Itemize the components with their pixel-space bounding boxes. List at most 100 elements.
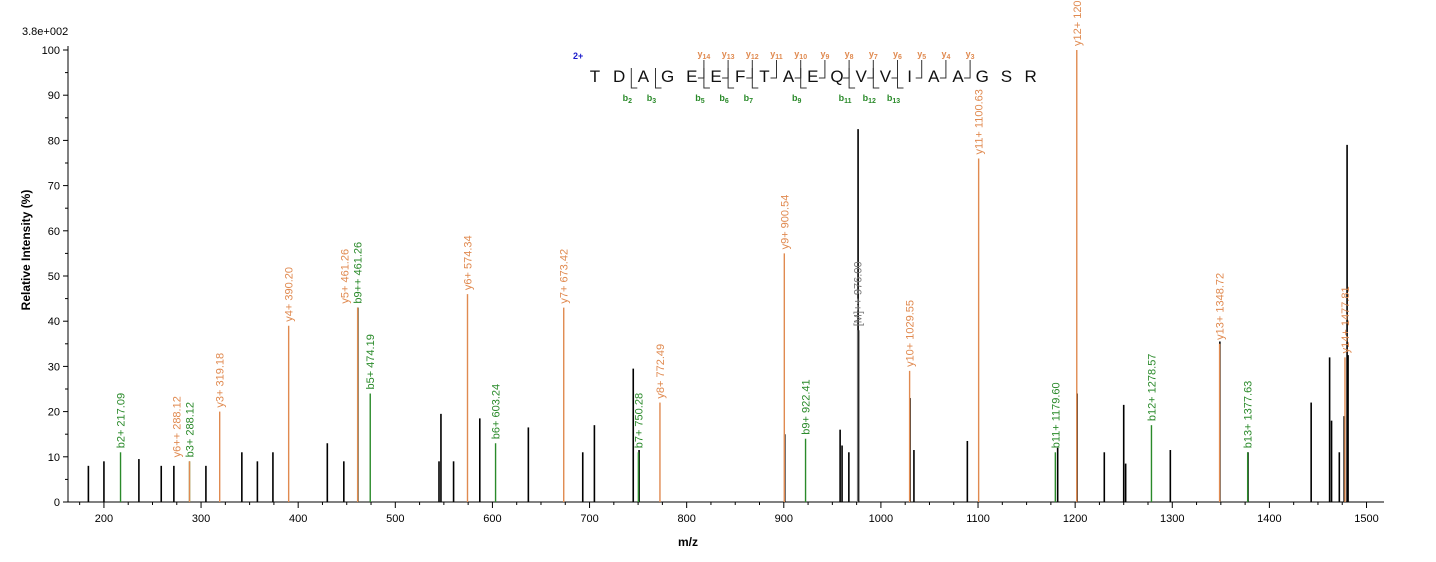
y-ion-index: 10 [799,54,807,61]
sequence-residue: E [807,67,818,86]
y-ion-index: 9 [825,54,829,61]
b-ion-index: 7 [749,98,753,105]
b-ion-bracket [727,68,735,89]
x-tick-label: 1200 [1063,513,1087,525]
b-ion-marker: b11 [839,93,852,105]
sequence-residue: E [686,67,697,86]
y-tick-label: 30 [48,361,60,373]
sequence-residue: A [952,67,964,86]
y-ion-bracket [746,60,753,79]
M-ion-label: [M]++ 976.00 [853,261,865,326]
y-ion-marker: y8 [845,49,854,61]
y-ion-index: 11 [775,54,783,61]
b-ion-bracket [703,68,710,89]
b-ion-label: b6+ 603.24 [491,384,503,439]
b-ion-index: 9 [797,98,801,105]
b-ion-bracket [897,68,904,89]
b-ion-bracket [872,68,880,89]
y-ion-bracket [964,60,971,79]
y-ion-bracket [794,60,802,79]
b-ion-index: 13 [892,98,900,105]
b-ion-bracket [751,68,759,89]
x-tick-label: 300 [192,513,210,525]
b-ion-marker: b3 [647,93,657,105]
y-tick-label: 10 [48,452,60,464]
x-tick-label: 1500 [1354,513,1378,525]
y-tick-label: 70 [48,181,60,193]
y-tick-label: 40 [48,316,60,328]
y-ion-index: 5 [922,54,926,61]
x-axis-title: m/z [678,535,698,549]
y-ion-index: 12 [751,54,759,61]
b-ion-label: b7+ 750.28 [633,393,645,448]
sequence-residue: A [638,67,650,86]
y-ion-label: y5+ 461.26 [340,249,352,304]
b-ion-index: 2 [628,98,632,105]
x-tick-label: 800 [677,513,695,525]
x-tick-label: 700 [580,513,598,525]
intensity-scale-label: 3.8e+002 [22,26,68,38]
x-tick-label: 1100 [966,513,990,525]
b-ion-label: b12+ 1278.57 [1146,354,1158,422]
y-ion-bracket [770,60,777,79]
sequence-residue: A [928,67,940,86]
b-ion-bracket [800,68,807,89]
x-tick-label: 1000 [869,513,893,525]
x-tick-label: 1400 [1257,513,1281,525]
charge-state: 2+ [573,51,583,61]
y-ion-bracket [843,60,850,79]
y-ion-marker: y4 [941,49,950,61]
sequence-residue: T [590,67,600,86]
b-ion-label: b5+ 474.19 [365,334,377,389]
y-tick-label: 20 [48,407,60,419]
b-ion-marker: b7 [744,93,754,105]
sequence-residue: S [1001,67,1012,86]
sequence-residue: V [856,67,868,86]
y-ion-index: 14 [703,54,711,61]
b-ion-label: b11+ 1179.60 [1050,382,1062,448]
sequence-residue: E [710,67,721,86]
peaks [87,50,1349,502]
y-ion-marker: y10 [794,49,807,61]
b-ion-marker: b12 [863,93,876,105]
sequence-residue: G [976,67,989,86]
x-tick-label: 200 [95,513,113,525]
sequence-residue: V [880,67,892,86]
b-ion-index: 6 [725,98,729,105]
y-ion-bracket [722,60,729,79]
y-ion-bracket [939,60,947,79]
b-ion-bracket [848,68,856,89]
y-ion-index: 13 [727,54,735,61]
axes: 0 10 20 30 40 50 60 70 80 90 100 200 300 400 500 600 700… [42,45,1384,525]
sequence-residue: F [735,67,745,86]
y-ion-bracket [697,60,705,79]
x-tick-label: 600 [483,513,501,525]
y-tick-label: 100 [42,45,60,57]
y-ion-marker: y13 [722,49,735,61]
y-ion-label: y6++ 288.12 [172,396,184,457]
b-ion-label: b9+ 922.41 [801,379,813,434]
b-ion-index: 3 [652,98,656,105]
y-ion-marker: y3 [966,49,975,61]
sequence-residue: A [783,67,795,86]
y-ion-marker: y5 [917,49,926,61]
y-ion-label: y3+ 319.18 [215,353,227,408]
sequence-residue: R [1024,67,1036,86]
y-ion-index: 4 [946,54,950,61]
sequence-residue: Q [830,67,843,86]
y-ion-marker: y14 [697,49,710,61]
y-ion-marker: y6 [893,49,902,61]
b-ion-index: 11 [844,98,852,105]
y-ion-index: 7 [874,54,878,61]
x-tick-label: 400 [289,513,307,525]
b-ion-index: 5 [701,98,705,105]
b-ion-marker: b6 [719,93,729,105]
x-tick-label: 500 [386,513,404,525]
sequence-residue: I [907,67,912,86]
y-ion-label: y7+ 673.42 [559,249,571,304]
y-ion-label: y12+ 1201.66 [1072,0,1084,46]
b-ion-label: b13+ 1377.63 [1243,381,1255,449]
sequence-residue: G [661,67,674,86]
